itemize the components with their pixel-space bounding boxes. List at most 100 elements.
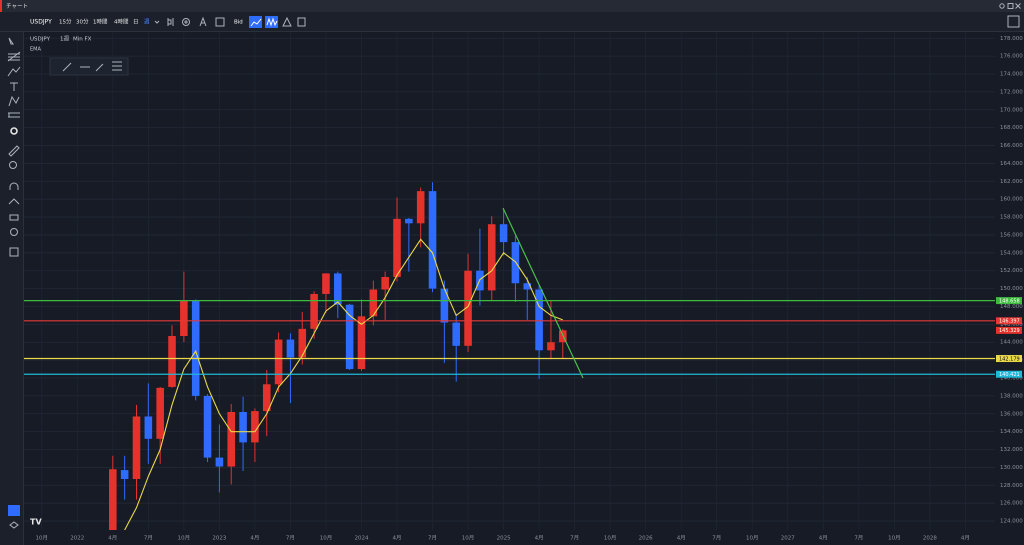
y-tick-label: 136.000 [1000, 411, 1023, 417]
candle-body [464, 270, 472, 346]
timeframe-button[interactable]: 1時間 [93, 18, 108, 26]
add-indicator-button[interactable] [182, 18, 190, 26]
y-tick-label: 144.000 [1000, 340, 1023, 346]
candle-body [251, 411, 259, 443]
layers-tool[interactable] [9, 521, 19, 529]
shape-tool[interactable] [10, 127, 18, 135]
range-tool[interactable] [8, 112, 20, 118]
trend-line[interactable] [502, 207, 584, 379]
candle-body [215, 457, 224, 467]
fib-tool[interactable] [8, 53, 20, 61]
float-channel[interactable] [112, 61, 122, 71]
magnet-tool[interactable] [9, 182, 19, 190]
panel-button[interactable] [1007, 15, 1020, 28]
price-tag [996, 317, 1022, 325]
x-tick-label: 4月 [250, 535, 259, 542]
x-tick-label: 2028 [923, 536, 937, 542]
price-tag [996, 297, 1022, 305]
y-tick-label: 138.000 [1000, 393, 1023, 399]
timeframe-button[interactable]: 日 [133, 19, 139, 26]
candle-body [499, 224, 508, 243]
x-tick-label: 4月 [108, 535, 117, 542]
y-tick-label: 148.000 [1000, 304, 1023, 310]
wave-tool[interactable] [8, 95, 20, 107]
layout-button[interactable] [297, 17, 306, 27]
candle-body [120, 470, 129, 480]
text-tool[interactable] [10, 82, 18, 91]
timeframe-button[interactable]: 4時間 [114, 18, 129, 26]
candle-body [452, 322, 461, 346]
axes: 124.000 126.000 128.000 130.000 132.000 134.0… [36, 36, 1024, 542]
x-tick-label: 10月 [36, 535, 49, 542]
favorites-tool[interactable] [8, 505, 20, 516]
x-tick-label: 2022 [70, 536, 84, 542]
x-tick-label: 7月 [854, 535, 863, 542]
x-tick-label: 4月 [961, 535, 970, 542]
toolbar-icons: Bid [167, 15, 1020, 28]
candle-body [156, 387, 164, 439]
price-tag-label: 140.421 [999, 372, 1020, 378]
candle-body [227, 411, 236, 467]
x-tick-label: 10月 [320, 535, 333, 542]
y-tick-label: 132.000 [1000, 447, 1023, 453]
hide-tool[interactable] [10, 228, 18, 236]
x-tick-label: 4月 [535, 535, 544, 542]
chart-type-button[interactable] [167, 18, 174, 26]
float-ray[interactable] [95, 63, 104, 72]
candle-body [191, 300, 200, 396]
y-tick-label: 168.000 [1000, 125, 1023, 131]
x-tick-label: 7月 [286, 535, 295, 542]
price-tag [996, 355, 1022, 363]
template-button[interactable] [282, 16, 292, 27]
candle-body [487, 224, 496, 291]
candle-body [523, 283, 532, 290]
title-accent [0, 0, 2, 12]
legend: USDJPY 1週 Min FX EMA [30, 35, 92, 53]
price-type-button[interactable]: Bid [234, 20, 243, 26]
y-tick-label: 174.000 [1000, 72, 1023, 78]
close-button[interactable] [1015, 3, 1021, 9]
candle-body [144, 416, 153, 439]
ruler-tool[interactable] [8, 145, 20, 157]
candle-body [393, 218, 401, 277]
candle-body [334, 273, 342, 305]
current-price-label: 145.329 [999, 328, 1020, 334]
candle-body [203, 395, 212, 458]
y-tick-label: 130.000 [1000, 465, 1023, 471]
plot [24, 182, 995, 530]
timeframe-button[interactable]: 15分 [59, 18, 72, 26]
symbol-button[interactable]: USDJPY [30, 19, 52, 26]
zoom-tool[interactable] [9, 161, 17, 169]
timeframe-button[interactable]: 30分 [76, 18, 89, 26]
timeframe-dropdown [154, 20, 160, 24]
candle-body [286, 339, 295, 358]
compare-button[interactable] [215, 17, 225, 27]
timeframe-button[interactable]: 週 [144, 18, 150, 26]
top-toolbar [0, 12, 1024, 32]
cursor-tool[interactable] [8, 37, 14, 45]
y-tick-label: 176.000 [1000, 54, 1023, 60]
draw-mode-tool[interactable] [8, 198, 20, 205]
candle-body [274, 339, 283, 385]
y-tick-label: 126.000 [1000, 501, 1023, 507]
left-toolbar [0, 32, 23, 545]
y-tick-label: 150.000 [1000, 286, 1023, 292]
line-tool-active[interactable] [249, 16, 262, 28]
popout-button[interactable] [1007, 3, 1014, 9]
float-line[interactable] [62, 62, 72, 72]
delete-tool[interactable] [9, 247, 19, 257]
y-tick-label: 128.000 [1000, 483, 1023, 489]
price-axis-area [995, 32, 1024, 545]
x-tick-label: 2023 [212, 536, 226, 542]
y-tick-label: 152.000 [1000, 268, 1023, 274]
candle-body [369, 289, 378, 317]
lock-tool[interactable] [9, 214, 19, 221]
candle-body [357, 316, 366, 370]
pattern-tool[interactable] [7, 66, 21, 77]
y-tick-label: 162.000 [1000, 179, 1023, 185]
candle-body [168, 335, 176, 387]
x-tick-label: 10月 [462, 535, 475, 542]
settings-button[interactable] [999, 3, 1005, 9]
indicators-button[interactable] [199, 16, 207, 27]
